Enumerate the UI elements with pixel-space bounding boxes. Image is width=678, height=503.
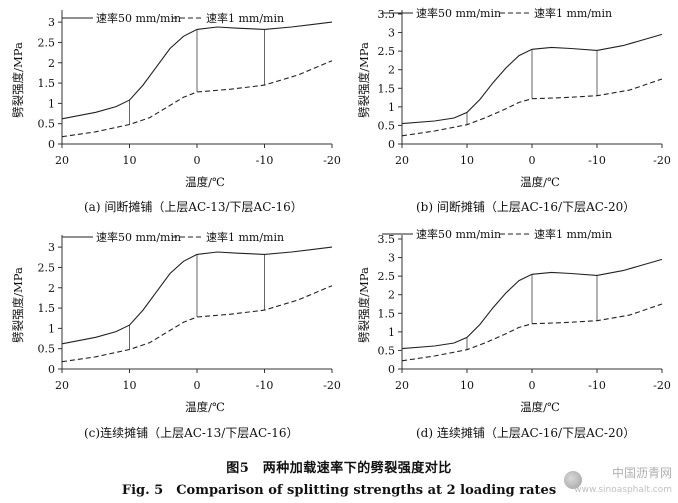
figure-caption-en: Fig. 5 Comparison of splitting strengths… [121, 483, 557, 498]
chart-b-y-tick-label: 3 [388, 27, 395, 40]
chart-d-y-tick-label: 0.5 [378, 344, 396, 357]
chart-b-x-tick-label: -10 [588, 154, 606, 167]
chart-b-y-tick-label: 1 [388, 101, 395, 114]
chart-b-y-tick-label: 3.5 [378, 8, 396, 21]
chart-c-y-tick-label: 1 [48, 322, 55, 335]
chart-c-x-axis-title: 温度/℃ [185, 400, 225, 414]
chart-c-series-rate-50-line [61, 246, 333, 345]
chart-b-legend-label: 速率1 mm/min [534, 6, 612, 20]
chart-d-x-axis-title: 温度/℃ [520, 400, 560, 414]
chart-b-y-tick-label: 2.5 [378, 45, 396, 58]
chart-b-y-tick-label: 0 [388, 138, 395, 151]
chart-a-caption: (a) 间断摊铺（上层AC-13/下层AC-16） [84, 200, 303, 214]
chart-c-y-tick-label: 2 [48, 282, 55, 295]
chart-d-y-tick-label: 0 [388, 363, 395, 376]
chart-a-series-rate-50-line [61, 21, 333, 120]
chart-c-y-tick-label: 3 [48, 241, 55, 254]
chart-c-caption: (c)连续摊铺（上层AC-13/下层AC-16） [84, 426, 299, 440]
chart-b-x-tick-label: 20 [395, 154, 409, 167]
chart-a-y-tick-label: 3 [48, 16, 55, 29]
chart-b-series-rate-50-line [401, 33, 663, 125]
chart-c-x-tick-label: 0 [194, 379, 201, 392]
chart-panel-b: 0 0.5 1 1.5 2 2.5 3 3.5 20 10 0 -10 -20 温度/℃ 劈裂强度/MPa 速… [340, 0, 678, 225]
chart-c-y-tick-label: 0.5 [38, 343, 56, 356]
chart-b-plot: 0 0.5 1 1.5 2 2.5 3 3.5 20 10 0 -10 -20 温度/℃ 劈裂强度/MPa 速… [357, 6, 671, 189]
chart-d-caption: (d) 连续摊铺（上层AC-16/下层AC-20） [416, 426, 636, 440]
chart-d-legend-label: 速率1 mm/min [534, 227, 612, 241]
chart-a-y-tick-label: 1.5 [38, 77, 56, 90]
watermark-text: 中国沥青网 [611, 466, 672, 480]
watermark-logo-icon [564, 471, 582, 489]
chart-b-y-tick-label: 0.5 [378, 119, 396, 132]
chart-b-x-axis-title: 温度/℃ [520, 175, 560, 189]
chart-a-y-tick-label: 2.5 [38, 36, 56, 49]
chart-panel-c: 0 0.5 1 1.5 2 2.5 3 20 10 0 -10 -20 温度/℃ 劈裂强度/MPa 速率50… [0, 225, 341, 450]
chart-c-legend-label: 速率50 mm/min [96, 230, 181, 244]
chart-a-y-tick-label: 0.5 [38, 118, 56, 131]
chart-d-x-tick-label: -10 [588, 379, 606, 392]
chart-c-x-tick-label: 20 [55, 379, 69, 392]
chart-c-plot: 0 0.5 1 1.5 2 2.5 3 20 10 0 -10 -20 温度/℃ 劈裂强度/MPa 速率50… [11, 230, 341, 414]
chart-c-x-tick-label: -20 [323, 379, 341, 392]
chart-c-x-tick-label: 10 [123, 379, 137, 392]
chart-a-x-tick-label: 20 [55, 154, 69, 167]
chart-b-y-axis-title: 劈裂强度/MPa [357, 42, 371, 118]
chart-b-x-tick-label: -20 [653, 154, 671, 167]
chart-a-x-tick-label: 10 [123, 154, 137, 167]
chart-d-y-axis-title: 劈裂强度/MPa [357, 267, 371, 343]
chart-d-x-tick-label: 20 [395, 379, 409, 392]
watermark-url: www.sinoasphalt.com [574, 485, 672, 495]
chart-c-y-tick-label: 2.5 [38, 261, 56, 274]
chart-a-x-tick-label: -20 [323, 154, 341, 167]
chart-panel-a: 0 0.5 1 1.5 2 2.5 3 20 10 0 -10 -20 温度/℃ 劈裂强度/MPa 速率50… [0, 0, 341, 225]
chart-d-y-tick-label: 2.5 [378, 270, 396, 283]
chart-b-y-tick-label: 1.5 [378, 82, 396, 95]
chart-d-y-tick-label: 3 [388, 252, 395, 265]
chart-b-x-tick-label: 10 [460, 154, 474, 167]
chart-d-y-tick-label: 3.5 [378, 233, 396, 246]
chart-d-y-tick-label: 1.5 [378, 307, 396, 320]
chart-b-y-tick-label: 2 [388, 64, 395, 77]
chart-a-legend-label: 速率1 mm/min [206, 11, 284, 25]
figure-caption-cn: 图5 两种加载速率下的劈裂强度对比 [226, 461, 452, 476]
chart-a-series-rate-1-line [61, 60, 333, 138]
chart-c-y-tick-label: 0 [48, 363, 55, 376]
chart-a-x-tick-label: -10 [256, 154, 274, 167]
chart-b-series-rate-1-line [401, 78, 663, 137]
chart-a-y-tick-label: 0 [48, 138, 55, 151]
chart-d-y-tick-label: 2 [388, 289, 395, 302]
chart-a-y-tick-label: 2 [48, 57, 55, 70]
chart-d-y-tick-label: 1 [388, 326, 395, 339]
chart-c-y-axis-title: 劈裂强度/MPa [11, 267, 25, 343]
chart-d-series-rate-1-line [401, 303, 663, 362]
chart-b-caption: (b) 间断摊铺（上层AC-16/下层AC-20） [416, 200, 636, 214]
chart-panel-d: 0 0.5 1 1.5 2 2.5 3 3.5 20 10 0 -10 -20 温度/℃ 劈裂强度/MPa 速… [340, 225, 678, 450]
chart-d-x-tick-label: 0 [529, 379, 536, 392]
chart-b-legend-label: 速率50 mm/min [416, 6, 501, 20]
chart-a-plot: 0 0.5 1 1.5 2 2.5 3 20 10 0 -10 -20 温度/℃ 劈裂强度/MPa 速率50… [11, 10, 341, 189]
chart-d-legend-label: 速率50 mm/min [416, 227, 501, 241]
chart-a-x-tick-label: 0 [194, 154, 201, 167]
chart-c-legend-label: 速率1 mm/min [206, 230, 284, 244]
chart-a-y-axis-title: 劈裂强度/MPa [11, 42, 25, 118]
chart-a-x-axis-title: 温度/℃ [185, 175, 225, 189]
chart-d-x-tick-label: 10 [460, 379, 474, 392]
chart-a-legend-label: 速率50 mm/min [96, 11, 181, 25]
chart-c-x-tick-label: -10 [256, 379, 274, 392]
chart-c-series-rate-1-line [61, 285, 333, 363]
chart-b-x-tick-label: 0 [529, 154, 536, 167]
chart-c-y-tick-label: 1.5 [38, 302, 56, 315]
chart-a-y-tick-label: 1 [48, 97, 55, 110]
chart-d-series-rate-50-line [401, 258, 663, 350]
chart-d-plot: 0 0.5 1 1.5 2 2.5 3 3.5 20 10 0 -10 -20 温度/℃ 劈裂强度/MPa 速… [357, 227, 671, 414]
chart-d-x-tick-label: -20 [653, 379, 671, 392]
